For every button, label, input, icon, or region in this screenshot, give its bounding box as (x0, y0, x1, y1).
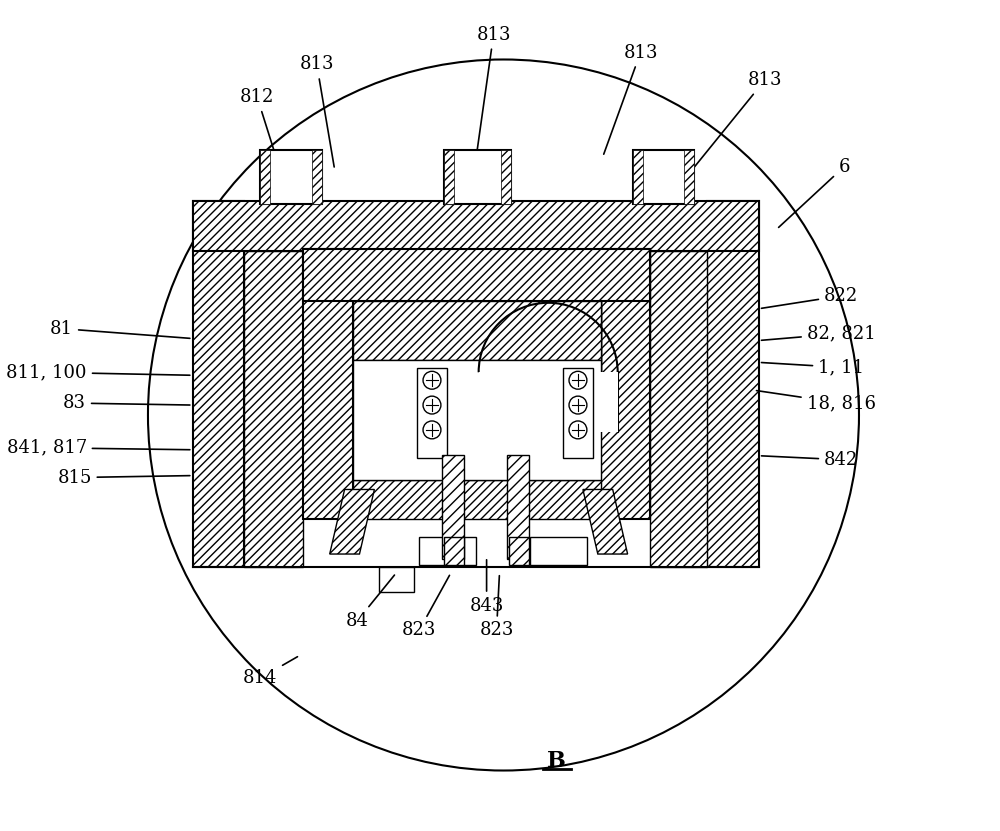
Bar (193, 201, 244, 567)
Polygon shape (353, 361, 382, 479)
Text: 83: 83 (63, 394, 190, 412)
Bar (303, 249, 650, 301)
Text: 82, 821: 82, 821 (761, 325, 875, 342)
Bar (444, 150, 454, 204)
Circle shape (148, 60, 859, 770)
Polygon shape (571, 361, 601, 479)
Bar (417, 368, 447, 458)
Bar (193, 201, 759, 251)
Text: 812: 812 (240, 88, 279, 167)
Bar (444, 150, 511, 204)
Bar (353, 301, 601, 361)
Text: 6: 6 (779, 158, 850, 228)
Bar (419, 537, 476, 565)
Bar (509, 537, 529, 565)
Bar (353, 479, 601, 519)
Bar (244, 251, 303, 567)
Bar (507, 455, 529, 559)
Polygon shape (583, 489, 628, 554)
Bar (442, 455, 464, 559)
Bar (379, 567, 414, 592)
Bar (633, 150, 694, 204)
Text: 813: 813 (604, 43, 658, 155)
Bar (707, 201, 759, 567)
Text: 814: 814 (243, 656, 297, 687)
Bar (501, 150, 511, 204)
Text: 822: 822 (761, 287, 858, 308)
Bar (684, 150, 694, 204)
Bar (312, 150, 322, 204)
Bar (260, 150, 270, 204)
Text: 823: 823 (402, 575, 450, 640)
Text: 1, 11: 1, 11 (761, 358, 864, 376)
Text: 811, 100: 811, 100 (6, 363, 190, 381)
Text: 841, 817: 841, 817 (7, 439, 190, 457)
Bar (260, 150, 322, 204)
Text: 815: 815 (57, 469, 190, 487)
Bar (303, 249, 353, 519)
Bar (563, 368, 593, 458)
Text: 18, 816: 18, 816 (756, 391, 876, 412)
Bar (444, 537, 464, 565)
Text: 843: 843 (469, 560, 504, 615)
Bar (530, 537, 587, 565)
Text: 842: 842 (761, 450, 858, 469)
Text: 813: 813 (476, 26, 511, 151)
Bar (601, 249, 650, 519)
Text: 813: 813 (694, 71, 782, 168)
Polygon shape (479, 372, 618, 432)
Text: B: B (547, 750, 566, 772)
Bar (353, 361, 601, 479)
Bar (650, 251, 707, 567)
Text: 813: 813 (300, 56, 334, 167)
Polygon shape (330, 489, 374, 554)
Bar (633, 150, 643, 204)
Text: 823: 823 (479, 576, 514, 640)
Text: 81: 81 (50, 320, 190, 338)
Text: 84: 84 (346, 575, 394, 630)
